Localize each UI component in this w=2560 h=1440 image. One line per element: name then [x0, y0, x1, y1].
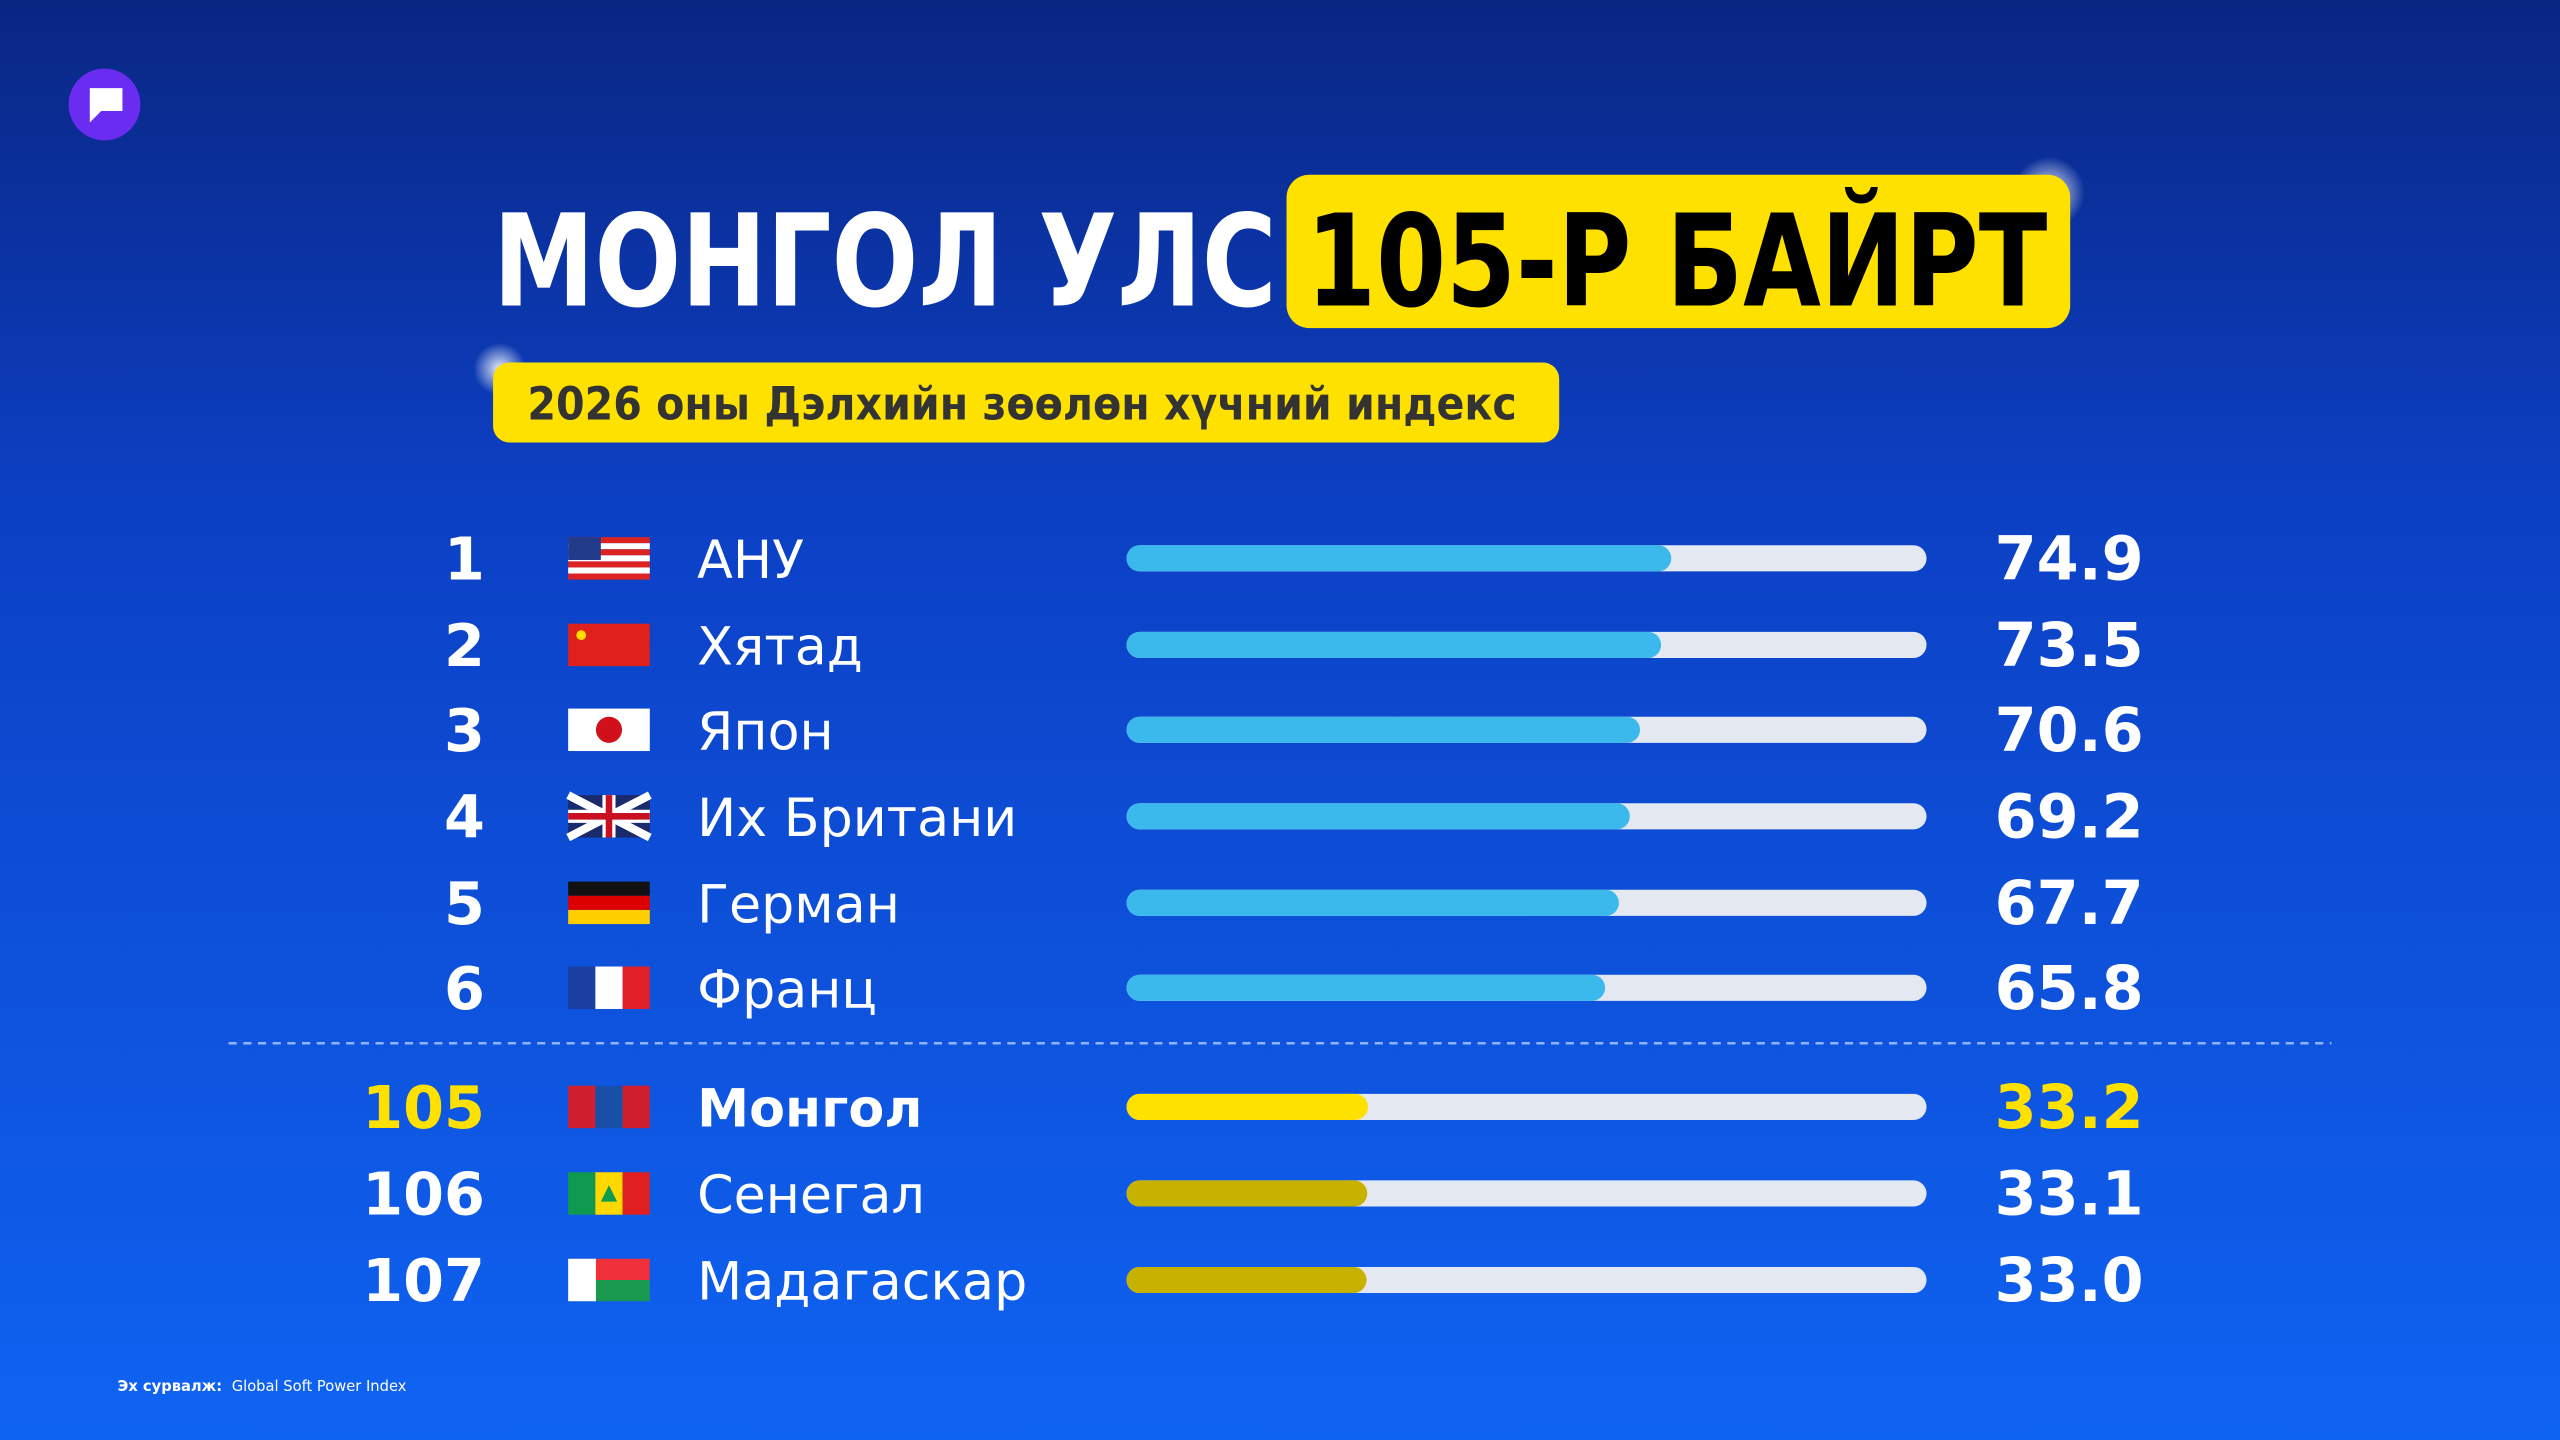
value-label: 33.0: [1995, 1246, 2144, 1316]
source-label: Эх сурвалж:: [118, 1378, 223, 1395]
value-label: 70.6: [1995, 696, 2144, 766]
value-label: 69.2: [1995, 783, 2144, 853]
row: 107 Мадагаскар 33.0: [362, 1246, 2143, 1316]
flag-part: [568, 909, 650, 925]
flag: [568, 537, 650, 580]
flag: [568, 966, 650, 1009]
title-highlight-box: [1286, 174, 2071, 329]
flag-part: [568, 561, 650, 568]
flag-part: [568, 895, 650, 910]
bar: [1126, 1180, 1368, 1207]
flag-part: [568, 537, 650, 544]
country-name: Сенегал: [697, 1166, 925, 1226]
bar: [1126, 631, 1662, 658]
country-name: Монгол: [697, 1080, 922, 1140]
flag-part: [568, 549, 650, 556]
flag-part: [568, 795, 650, 838]
row: 4 Их Британи 69.2: [444, 783, 2144, 853]
row: 5 Герман 67.7: [444, 869, 2144, 939]
value-label: 67.7: [1995, 869, 2144, 939]
row: 105 Монгол 33.2: [362, 1073, 2143, 1143]
flag-part: [568, 881, 650, 896]
bar: [1126, 1266, 1367, 1294]
flag-part: [568, 537, 601, 560]
country-name: Япон: [697, 702, 834, 762]
bar: [1126, 716, 1640, 743]
flag-part: [568, 1172, 596, 1215]
row: 2 Хятад 73.5: [444, 611, 2144, 681]
flag-part: [568, 1085, 596, 1129]
value-label: 74.9: [1995, 525, 2144, 595]
rank: 106: [362, 1160, 485, 1229]
flag-part: [595, 716, 623, 743]
country-name: Их Британи: [697, 789, 1017, 849]
subtitle: 2026 оны Дэлхийн зөөлөн хүчний индекс: [527, 378, 1516, 431]
flag: [568, 881, 650, 925]
flag-part: [568, 1258, 596, 1302]
flag-part: [568, 623, 650, 667]
country-name: Мадагаскар: [697, 1253, 1027, 1313]
rank: 107: [362, 1246, 485, 1315]
value-label: 33.2: [1995, 1073, 2144, 1143]
rank: 6: [444, 954, 485, 1023]
source-text: Global Soft Power Index: [232, 1378, 407, 1395]
subtitle-box: [493, 362, 1560, 443]
source: Эх сурвалж: Global Soft Power Index: [118, 1378, 407, 1395]
flag-part: [576, 630, 587, 640]
flag-part: [595, 966, 623, 1009]
flag-part: [622, 1085, 650, 1129]
country-name: Герман: [697, 875, 900, 935]
country-name: Франц: [697, 960, 877, 1020]
rank: 4: [444, 783, 485, 852]
flag-part: [600, 1185, 618, 1202]
country-name: Хятад: [697, 617, 863, 677]
bar: [1126, 545, 1672, 572]
logo: [68, 68, 141, 141]
flag-part: [568, 543, 650, 550]
value-label: 65.8: [1995, 954, 2144, 1024]
flag-part: [568, 573, 650, 580]
flag: [568, 623, 650, 667]
flag: [566, 791, 652, 842]
row: 6 Франц 65.8: [444, 954, 2144, 1024]
flag-part: [568, 555, 650, 562]
row: 1 АНУ 74.9: [444, 525, 2144, 595]
flag-part: [622, 966, 650, 1009]
flag: [568, 1258, 650, 1302]
title-highlight: 105-Р БАЙРТ: [1306, 187, 2047, 336]
bar: [1126, 803, 1630, 830]
flag: [568, 708, 650, 752]
row: 106 Сенегал 33.1: [362, 1160, 2143, 1230]
flag: [568, 1172, 650, 1215]
rank: 2: [444, 611, 485, 680]
flag-part: [622, 1172, 650, 1215]
value-label: 73.5: [1995, 611, 2144, 681]
title: МОНГОЛ УЛС: [493, 188, 1277, 336]
bar: [1126, 1093, 1368, 1120]
flag-part: [568, 567, 650, 574]
value-label: 33.1: [1995, 1160, 2144, 1230]
flag-part: [595, 1085, 623, 1129]
row: 3 Япон 70.6: [444, 696, 2144, 766]
flag-part: [568, 966, 596, 1009]
rank: 5: [444, 869, 485, 938]
rank: 3: [444, 696, 485, 765]
flag: [568, 1085, 650, 1129]
rank: 1: [444, 525, 485, 594]
rank: 105: [362, 1073, 485, 1142]
country-name: АНУ: [697, 531, 804, 591]
bar: [1126, 889, 1619, 916]
bar: [1126, 974, 1606, 1001]
